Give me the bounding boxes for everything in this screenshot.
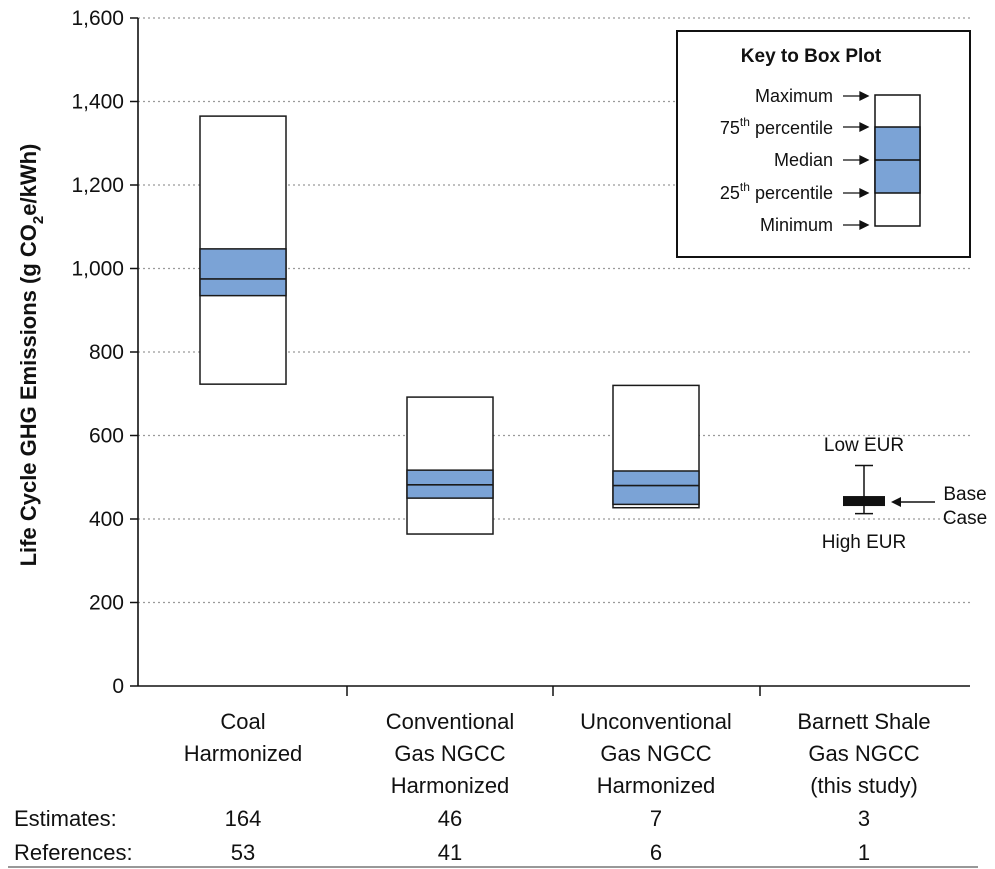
category-label-3-line-1: Unconventional	[580, 709, 732, 734]
key-25-sup: th	[740, 180, 750, 194]
references-row-label: References:	[14, 840, 133, 865]
estimates-cell-2: 46	[438, 806, 462, 831]
barnett-base-case-bar	[843, 496, 885, 507]
key-frame	[676, 30, 971, 258]
key-arrowhead-median	[859, 154, 870, 166]
y-tick-label-1000: 1,000	[71, 258, 124, 281]
box-range-2	[406, 396, 494, 535]
key-to-box-plot: Key to Box Plot Maximum 75th percentile …	[676, 30, 971, 258]
y-tick-label-800: 800	[89, 341, 124, 364]
estimates-row-label: Estimates:	[14, 806, 117, 831]
base-case-label-line2: Case	[943, 508, 987, 529]
barnett-range-marker	[843, 464, 885, 515]
key-25th-percentile-label: 25th percentile	[720, 180, 833, 203]
key-arrowhead-p75	[859, 121, 870, 133]
category-label-4-line-3: (this study)	[810, 773, 918, 798]
y-tick-label-400: 400	[89, 508, 124, 531]
table-cells: 164 46 7 3 53 41 6 1	[225, 806, 870, 865]
estimates-cell-4: 3	[858, 806, 870, 831]
key-title: Key to Box Plot	[741, 46, 882, 67]
category-label-3-line-2: Gas NGCC	[600, 741, 711, 766]
y-tick-label-200: 200	[89, 592, 124, 615]
barnett-annotations: Low EUR High EUR Base Case	[822, 435, 987, 553]
y-axis-title-subscript: 2	[30, 216, 47, 224]
low-eur-label: Low EUR	[824, 435, 904, 456]
y-tick-label-600: 600	[89, 425, 124, 448]
y-axis-title-group: Life Cycle GHG Emissions (g CO2e/kWh)	[16, 144, 47, 567]
box-2	[406, 396, 494, 535]
key-arrowhead-maximum	[859, 90, 870, 102]
high-eur-label: High EUR	[822, 532, 906, 553]
key-25-rest: percentile	[750, 183, 833, 203]
category-label-4-line-1: Barnett Shale	[797, 709, 930, 734]
box-iqr-3	[612, 470, 700, 506]
counts-table: Estimates: References: 164 46 7 3 53 41 6 1	[8, 806, 978, 868]
references-cell-1: 53	[231, 840, 255, 865]
y-tick-label-1200: 1,200	[71, 174, 124, 197]
y-axis-ticks: 0 200 400 600 800 1,000 1,200 1,400 1,600	[71, 7, 138, 698]
y-axis-title: Life Cycle GHG Emissions (g CO2e/kWh)	[16, 144, 47, 567]
y-axis-title-suffix: e/kWh)	[16, 144, 41, 216]
y-tick-label-0: 0	[112, 675, 124, 698]
base-case-arrowhead	[891, 497, 901, 507]
gridlines	[138, 17, 970, 604]
key-75-rest: percentile	[750, 118, 833, 138]
references-cell-4: 1	[858, 840, 870, 865]
references-cell-2: 41	[438, 840, 462, 865]
key-median-label: Median	[774, 150, 833, 170]
category-label-1-line-2: Harmonized	[184, 741, 303, 766]
category-label-4-line-2: Gas NGCC	[808, 741, 919, 766]
y-tick-label-1400: 1,400	[71, 91, 124, 114]
y-axis-title-prefix: Life Cycle GHG Emissions (g CO	[16, 224, 41, 566]
category-label-2-line-1: Conventional	[386, 709, 514, 734]
category-label-2-line-2: Gas NGCC	[394, 741, 505, 766]
y-tick-label-1600: 1,600	[71, 7, 124, 30]
key-25-num: 25	[720, 183, 740, 203]
category-label-3-line-3: Harmonized	[597, 773, 716, 798]
key-75-sup: th	[740, 115, 750, 129]
box-1	[199, 115, 287, 385]
category-labels: Coal Harmonized Conventional Gas NGCC Harmon…	[184, 709, 931, 798]
box-plots	[199, 115, 885, 535]
key-arrowhead-p25	[859, 187, 870, 199]
key-arrows	[843, 90, 870, 231]
key-maximum-label: Maximum	[755, 86, 833, 106]
key-75-num: 75	[720, 118, 740, 138]
key-75th-percentile-label: 75th percentile	[720, 115, 833, 138]
box-3	[612, 384, 700, 509]
category-label-1-line-1: Coal	[220, 709, 265, 734]
key-arrowhead-minimum	[859, 219, 870, 231]
references-cell-3: 6	[650, 840, 662, 865]
category-label-2-line-3: Harmonized	[391, 773, 510, 798]
base-case-label-line1: Base	[943, 484, 986, 505]
estimates-cell-1: 164	[225, 806, 262, 831]
estimates-cell-3: 7	[650, 806, 662, 831]
key-minimum-label: Minimum	[760, 215, 833, 235]
box-iqr-1	[199, 248, 287, 297]
